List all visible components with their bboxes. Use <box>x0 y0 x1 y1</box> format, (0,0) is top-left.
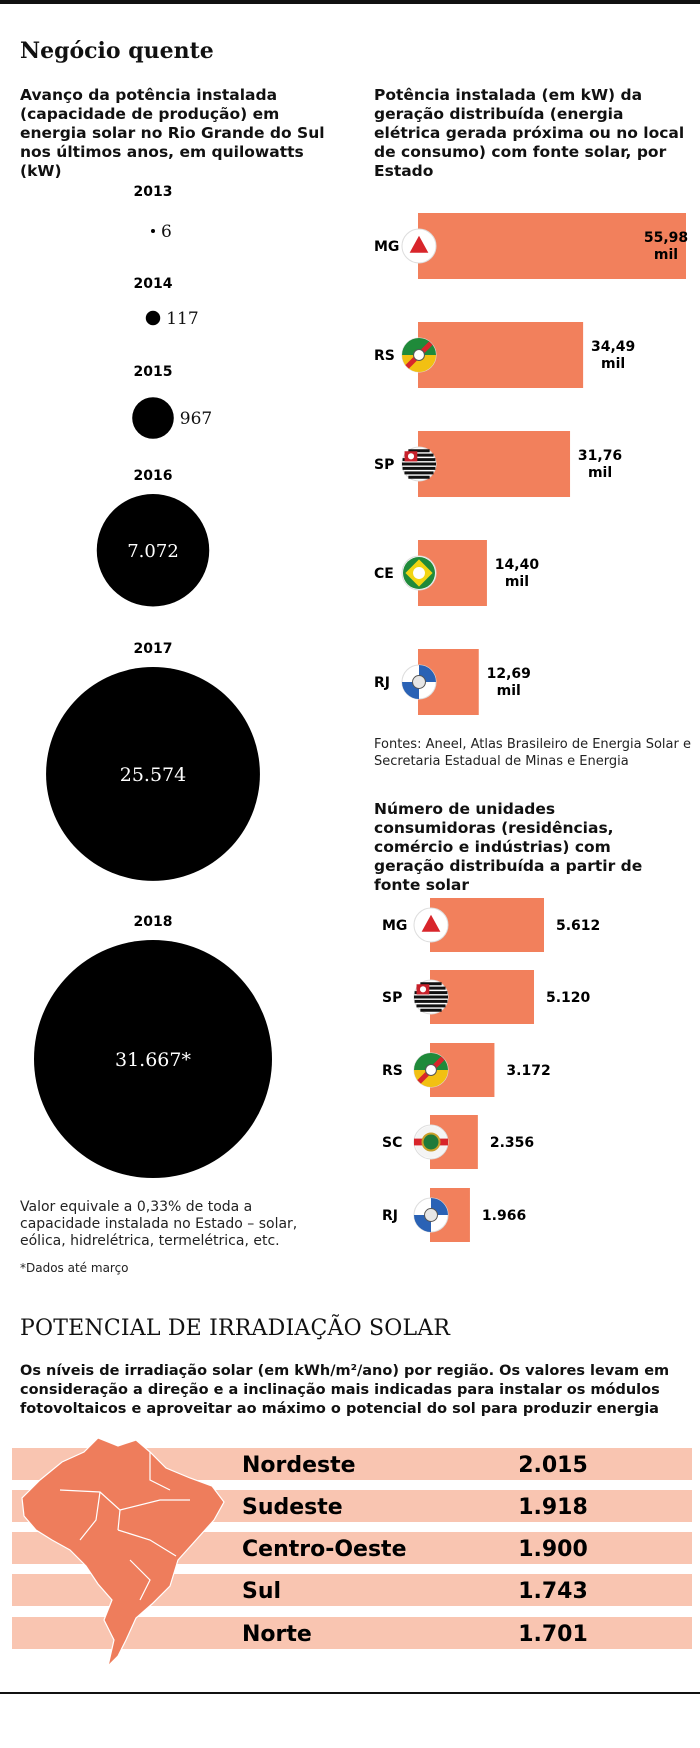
bubble-mark <box>145 310 161 326</box>
region-value-label: 1.701 <box>518 1622 588 1647</box>
map-border <box>79 1491 101 1541</box>
bar-value-label: mil <box>497 683 521 699</box>
mg-triangle-icon <box>421 914 441 932</box>
mg-triangle-icon <box>409 235 429 253</box>
sp-flag-disc-icon <box>419 986 427 993</box>
bar-value-label: 3.172 <box>506 1063 550 1079</box>
page-title: Negócio quente <box>20 38 214 64</box>
bar-value-label: 34,49 <box>591 339 635 355</box>
region-name-label: Centro-Oeste <box>242 1537 407 1562</box>
bubble-year-label: 2013 <box>134 184 173 200</box>
bar-value-label: mil <box>505 574 529 590</box>
region-value-label: 1.918 <box>518 1495 588 1520</box>
bubble-year-label: 2017 <box>134 641 173 657</box>
irradiation-title: POTENCIAL DE IRRADIAÇÃO SOLAR <box>20 1316 451 1341</box>
bar-value-label: 55,98 <box>644 230 688 246</box>
bubble-value-label: 31.667* <box>115 1049 191 1071</box>
bar-value-label: mil <box>588 465 612 481</box>
bar-value-label: 5.120 <box>546 990 591 1006</box>
bar-mark <box>430 898 544 952</box>
bar-mark <box>418 431 571 497</box>
bar-mark <box>418 322 584 388</box>
bubble-value-label: 117 <box>166 309 198 329</box>
map-border <box>59 1489 121 1531</box>
bubble-year-label: 2014 <box>134 276 173 292</box>
bar-value-label: 1.966 <box>482 1208 526 1224</box>
bar-value-label: 2.356 <box>490 1135 534 1151</box>
bubble-mark <box>96 494 210 607</box>
bar-category-label: SP <box>374 457 394 473</box>
bubble-mark <box>132 397 174 439</box>
map-border <box>129 1559 151 1601</box>
brazil-map <box>21 1437 225 1668</box>
units-chart-subtitle: Número de unidades consumidoras (residên… <box>374 800 643 894</box>
bubble-mark <box>34 940 272 1178</box>
bubble-year-label: 2015 <box>134 364 173 380</box>
bubble-chart-note: Valor equivale a 0,33% de toda a capacid… <box>20 1199 298 1249</box>
bar-value-label: mil <box>654 247 678 263</box>
bubble-value-label: 25.574 <box>120 764 186 786</box>
bubble-value-label: 6 <box>161 222 172 242</box>
bubble-year-label: 2016 <box>134 468 173 484</box>
ce-flag-emblem-icon <box>413 567 425 579</box>
bubble-value-label: 7.072 <box>127 541 179 562</box>
region-value-label: 2.015 <box>518 1453 588 1478</box>
irradiation-description: Os níveis de irradiação solar (em kWh/m²… <box>20 1363 670 1417</box>
bar-value-label: 12,69 <box>487 666 531 682</box>
bottom-rule <box>0 1692 700 1694</box>
bar-value-label: 31,76 <box>578 448 622 464</box>
rj-flag-emblem-icon <box>412 675 426 689</box>
bubble-mark <box>151 229 155 233</box>
bar-mark <box>418 213 686 279</box>
region-name-label: Norte <box>242 1622 312 1647</box>
rs-flag-green-icon <box>402 338 436 355</box>
bar-category-label: SP <box>382 990 402 1006</box>
bubble-value-label: 967 <box>180 409 212 429</box>
state-power-chart-subtitle: Potência instalada (em kW) da geração di… <box>374 86 685 180</box>
region-value-label: 1.900 <box>518 1537 588 1562</box>
rs-flag-green-icon <box>414 1053 448 1070</box>
bar-category-label: RJ <box>382 1208 398 1224</box>
sc-flag-emblem-icon <box>421 1132 441 1152</box>
rj-flag-emblem-icon <box>424 1208 438 1222</box>
map-border <box>119 1499 190 1511</box>
sp-flag-disc-icon <box>407 453 415 460</box>
bar-category-label: CE <box>374 566 394 582</box>
top-rule <box>0 0 700 4</box>
bar-category-label: SC <box>382 1135 402 1151</box>
region-name-label: Sudeste <box>242 1495 343 1520</box>
bar-value-label: mil <box>601 356 625 372</box>
bubble-mark <box>46 667 260 881</box>
bar-category-label: MG <box>382 918 407 934</box>
bar-category-label: MG <box>374 239 399 255</box>
map-border <box>117 1529 177 1557</box>
bar-category-label: RS <box>374 348 395 364</box>
footnote: *Dados até março <box>20 1261 129 1275</box>
rs-flag-emblem-icon <box>425 1064 437 1076</box>
region-value-label: 1.743 <box>518 1579 588 1604</box>
bubble-year-label: 2018 <box>134 914 173 930</box>
bar-category-label: RS <box>382 1063 403 1079</box>
rs-flag-yellow-icon <box>414 1070 448 1087</box>
bar-value-label: 14,40 <box>495 557 540 573</box>
bubble-chart-subtitle: Avanço da potência instalada (capacidade… <box>20 86 325 180</box>
sources-note: Fontes: Aneel, Atlas Brasileiro de Energ… <box>374 737 691 769</box>
bar-value-label: 5.612 <box>556 918 600 934</box>
bar-category-label: RJ <box>374 675 390 691</box>
rs-flag-emblem-icon <box>413 349 425 361</box>
map-border <box>149 1452 171 1491</box>
rs-flag-yellow-icon <box>402 355 436 372</box>
region-name-label: Nordeste <box>242 1453 356 1478</box>
region-name-label: Sul <box>242 1579 281 1604</box>
